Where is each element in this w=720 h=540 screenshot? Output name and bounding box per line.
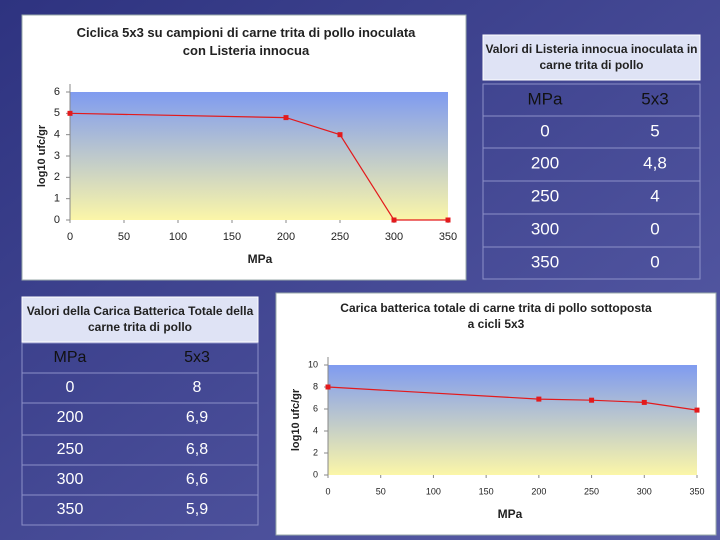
x-tick-label: 250 [584,486,599,496]
x-tick-label: 250 [331,231,349,243]
table-frame [21,342,259,526]
y-tick-label: 4 [54,129,60,141]
x-tick-label: 300 [637,486,652,496]
table-cell: 250 [57,441,84,458]
table-cell: 5,9 [186,501,208,518]
chart-title: Carica batterica totale di carne trita d… [340,301,652,332]
y-tick-label: 3 [54,150,60,162]
x-tick-label: 0 [325,486,330,496]
table-cell: 6,9 [186,409,208,426]
table-title-box: Valori di Listeria innocua inoculata in … [485,42,698,73]
table-cell: 300 [531,219,559,238]
x-tick-label: 200 [277,231,295,243]
y-tick-label: 2 [313,447,318,457]
x-tick-label: 200 [531,486,546,496]
x-tick-label: 50 [118,231,130,243]
y-tick-label: 1 [54,193,60,205]
chart-title-box: Ciclica 5x3 su campioni di carne trita d… [76,25,416,58]
table-cell: 6,8 [186,441,208,458]
y-tick-label: 6 [313,403,318,413]
table-cell: 5 [650,121,659,140]
table-cell: 250 [531,186,559,205]
x-tick-label: 100 [169,231,187,243]
table-cell: 300 [57,471,84,488]
data-point [589,397,595,403]
y-tick-label: 4 [313,425,318,435]
plot-area [328,365,697,475]
table-title-frame [21,296,259,343]
x-axis-label: MPa [248,252,273,266]
data-point [641,399,647,405]
x-axis-label: MPa [498,507,523,521]
x-tick-label: 150 [223,231,241,243]
y-tick-label: 2 [54,171,60,183]
y-axis-label: log10 ufc/gr [290,388,302,451]
table-cell: 4,8 [643,153,667,172]
data-point [325,384,331,390]
table-cell: 200 [531,153,559,172]
table-header: 5x3 [184,349,210,366]
y-axis-label: log10 ufc/gr [36,124,48,187]
data-point [694,407,700,413]
data-point [283,115,289,121]
x-tick-label: 350 [439,231,457,243]
x-tick-label: 350 [689,486,704,496]
table-title: Valori della Carica Batterica Totale del… [26,304,254,335]
table-cell: 0 [66,379,75,396]
data-point [67,110,73,116]
x-tick-label: 0 [67,231,73,243]
data-point [337,132,343,138]
y-tick-label: 10 [308,359,318,369]
data-point [536,396,542,402]
table-cell: 350 [57,501,84,518]
table-cell: 200 [57,409,84,426]
table-cell: 4 [650,186,659,205]
x-tick-label: 300 [385,231,403,243]
x-tick-label: 50 [376,486,386,496]
table-title-box: Valori della Carica Batterica Totale del… [26,304,254,335]
y-tick-label: 0 [54,214,60,226]
table-header: MPa [528,89,564,108]
data-point [445,217,451,223]
table-cell: 0 [540,121,549,140]
table-header: 5x3 [641,89,668,108]
x-tick-label: 150 [479,486,494,496]
chart-title: Ciclica 5x3 su campioni di carne trita d… [76,25,416,58]
table-title-frame [482,34,701,81]
table-cell: 0 [650,219,659,238]
x-tick-label: 100 [426,486,441,496]
y-tick-label: 8 [313,381,318,391]
y-tick-label: 0 [313,469,318,479]
data-point [391,217,397,223]
table-cell: 8 [193,379,202,396]
table-header: MPa [54,349,87,366]
y-tick-label: 5 [54,107,60,119]
table-title: Valori di Listeria innocua inoculata in … [485,42,698,73]
table-cell: 0 [650,252,659,271]
y-tick-label: 6 [54,86,60,98]
table-cell: 350 [531,252,559,271]
table-cell: 6,6 [186,471,208,488]
chart-title-box: Carica batterica totale di carne trita d… [340,301,652,332]
plot-area [70,92,448,220]
